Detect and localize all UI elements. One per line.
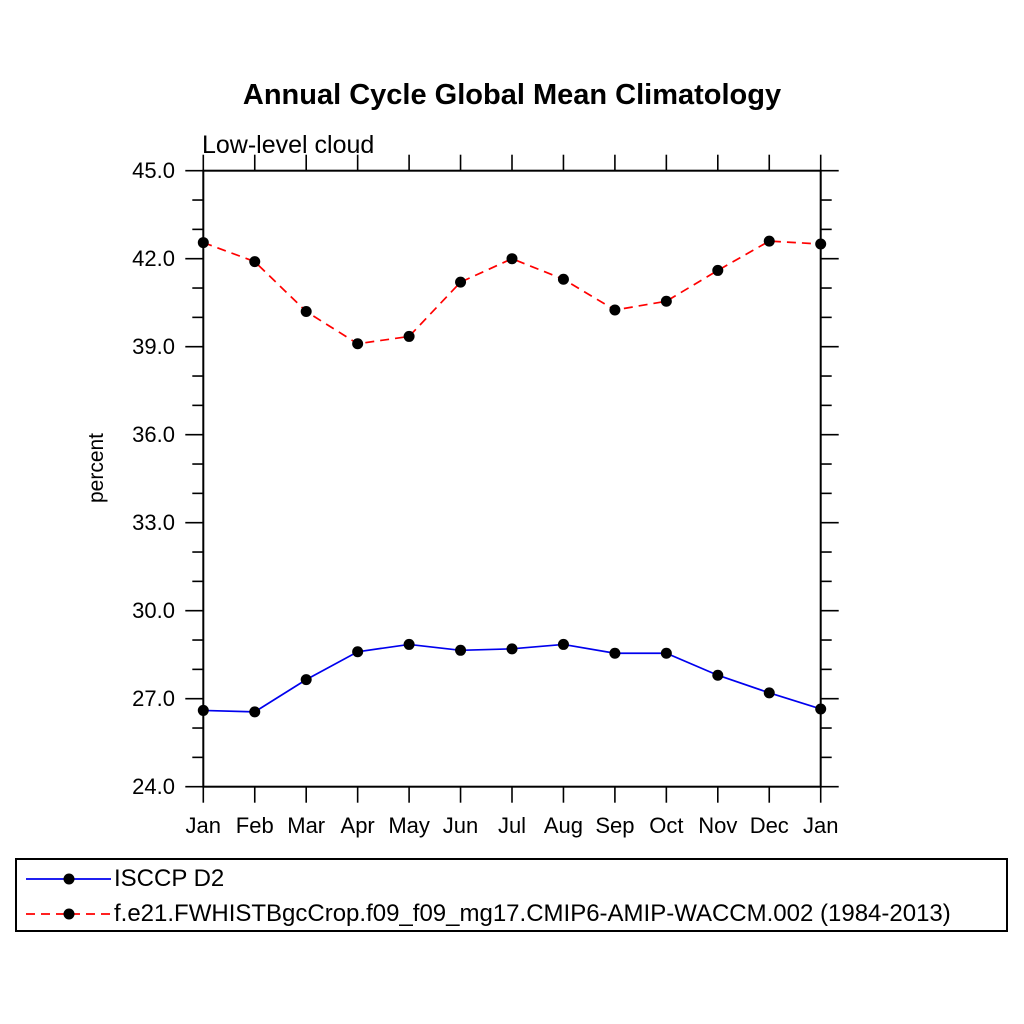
legend-sample-marker bbox=[63, 908, 75, 919]
data-point-marker bbox=[557, 638, 569, 650]
data-point-marker bbox=[249, 706, 261, 718]
x-tick-label: Jun bbox=[443, 813, 478, 838]
y-tick-label: 24.0 bbox=[132, 774, 175, 799]
x-tick-label: Apr bbox=[341, 813, 375, 838]
data-point-marker bbox=[506, 643, 518, 655]
x-tick-label: Aug bbox=[544, 813, 583, 838]
legend-sample-line-0 bbox=[26, 873, 111, 884]
y-tick-label: 27.0 bbox=[132, 686, 175, 711]
x-tick-label: May bbox=[388, 813, 430, 838]
data-point-marker bbox=[815, 703, 827, 715]
x-tick-label: Mar bbox=[287, 813, 325, 838]
data-point-marker bbox=[660, 295, 672, 307]
data-point-marker bbox=[197, 704, 209, 716]
legend-item-waccm: f.e21.FWHISTBgcCrop.f09_f09_mg17.CMIP6-A… bbox=[26, 896, 1006, 931]
data-point-marker bbox=[249, 256, 261, 268]
data-point-marker bbox=[352, 338, 364, 350]
data-point-marker bbox=[609, 304, 621, 316]
data-point-marker bbox=[609, 647, 621, 659]
data-point-marker bbox=[763, 687, 775, 699]
x-tick-label: Dec bbox=[750, 813, 789, 838]
data-point-marker bbox=[557, 273, 569, 285]
legend-item-isccp-d2: ISCCP D2 bbox=[26, 861, 1006, 896]
x-tick-label: Oct bbox=[649, 813, 683, 838]
y-tick-label: 42.0 bbox=[132, 246, 175, 271]
x-tick-label: Feb bbox=[236, 813, 274, 838]
data-point-marker bbox=[300, 674, 312, 686]
data-point-marker bbox=[197, 237, 209, 249]
data-point-marker bbox=[763, 235, 775, 247]
data-point-marker bbox=[712, 264, 724, 276]
legend-sample-line-1 bbox=[26, 908, 111, 919]
y-tick-label: 39.0 bbox=[132, 334, 175, 359]
data-point-marker bbox=[815, 238, 827, 250]
data-point-marker bbox=[403, 638, 415, 650]
y-tick-label: 33.0 bbox=[132, 510, 175, 535]
legend-label: f.e21.FWHISTBgcCrop.f09_f09_mg17.CMIP6-A… bbox=[114, 899, 951, 927]
x-tick-label: Sep bbox=[595, 813, 634, 838]
data-point-marker bbox=[403, 330, 415, 342]
data-point-marker bbox=[300, 306, 312, 317]
x-tick-label: Nov bbox=[698, 813, 737, 838]
data-point-marker bbox=[506, 253, 518, 265]
data-point-marker bbox=[712, 669, 724, 681]
data-point-marker bbox=[660, 647, 672, 659]
chart-subtitle: Low-level cloud bbox=[202, 131, 375, 159]
legend-sample-marker bbox=[63, 873, 75, 884]
legend-label: ISCCP D2 bbox=[114, 864, 225, 892]
y-tick-label: 45.0 bbox=[132, 158, 175, 183]
series-line-0 bbox=[203, 643, 821, 713]
chart-title: Annual Cycle Global Mean Climatology bbox=[242, 79, 782, 111]
legend-box: ISCCP D2 f.e21.FWHISTBgcCrop.f09_f09_mg1… bbox=[15, 858, 1008, 932]
x-tick-label: Jan bbox=[803, 813, 838, 838]
data-point-marker bbox=[455, 644, 467, 656]
data-point-marker bbox=[352, 646, 364, 658]
x-tick-label: Jan bbox=[186, 813, 221, 838]
x-tick-label: Jul bbox=[498, 813, 526, 838]
data-point-marker bbox=[455, 276, 467, 288]
y-tick-label: 30.0 bbox=[132, 598, 175, 623]
y-tick-label: 36.0 bbox=[132, 422, 175, 447]
